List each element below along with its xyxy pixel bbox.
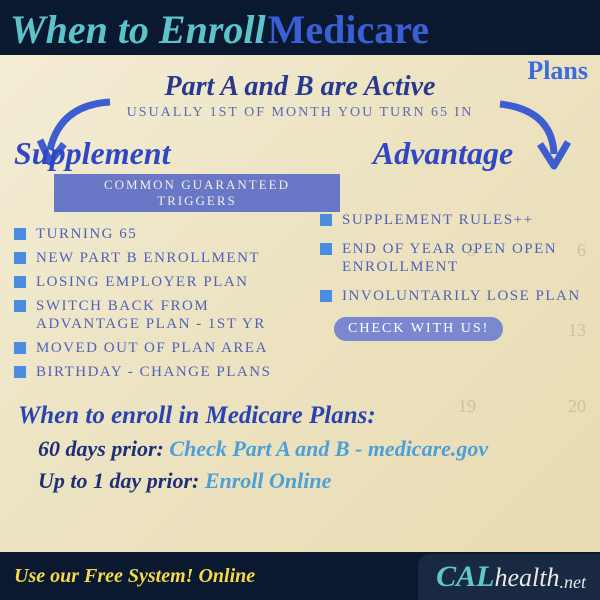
list-item: MOVED OUT OF PLAN AREA xyxy=(14,336,300,360)
list-item: END OF YEAR OPEN OPEN ENROLLMENT xyxy=(320,237,586,284)
list-item: NEW PART B ENROLLMENT xyxy=(14,246,300,270)
when-heading: When to enroll in Medicare Plans: xyxy=(18,402,582,430)
list-item: SUPPLEMENT RULES++ xyxy=(320,208,586,237)
logo-net: .net xyxy=(560,572,587,593)
sixty-days-lead: 60 days prior: xyxy=(38,436,169,461)
advantage-list: SUPPLEMENT RULES++ END OF YEAR OPEN OPEN… xyxy=(300,208,586,313)
check-with-us-badge: CHECK WITH US! xyxy=(334,317,503,341)
supplement-list: TURNING 65 NEW PART B ENROLLMENT LOSING … xyxy=(14,222,300,384)
header-title-2: Medicare xyxy=(268,6,429,53)
supplement-column: Supplement COMMON GUARANTEED TRIGGERS TU… xyxy=(14,135,300,384)
advantage-column: Advantage SUPPLEMENT RULES++ END OF YEAR… xyxy=(300,135,586,384)
logo-health: health xyxy=(495,563,560,593)
one-day-line: Up to 1 day prior: Enroll Online xyxy=(18,468,582,494)
one-day-lead: Up to 1 day prior: xyxy=(38,468,205,493)
logo-cal: CAL xyxy=(436,560,494,594)
advantage-title: Advantage xyxy=(300,135,586,172)
infographic-root: 5 6 12 13 19 20 When to Enroll Medicare … xyxy=(0,0,600,600)
list-item: BIRTHDAY - CHANGE PLANS xyxy=(14,360,300,384)
header-title-1: When to Enroll xyxy=(10,6,266,53)
bottom-section: When to enroll in Medicare Plans: 60 day… xyxy=(0,384,600,494)
supplement-title: Supplement xyxy=(14,135,300,172)
columns-wrap: Supplement COMMON GUARANTEED TRIGGERS TU… xyxy=(0,121,600,384)
footer-logo: CALhealth.net xyxy=(418,554,600,600)
footer-cta-text: Use our Free System! Online xyxy=(14,565,255,588)
calendar-bg-num: 19 xyxy=(458,396,476,417)
triggers-badge: COMMON GUARANTEED TRIGGERS xyxy=(54,174,340,212)
header-bar: When to Enroll Medicare xyxy=(0,0,600,55)
list-item: INVOLUNTARILY LOSE PLAN xyxy=(320,284,586,313)
footer-bar: Use our Free System! Online CALhealth.ne… xyxy=(0,552,600,600)
one-day-tail: Enroll Online xyxy=(205,468,332,493)
list-item: TURNING 65 xyxy=(14,222,300,246)
list-item: SWITCH BACK FROM ADVANTAGE PLAN - 1ST YR xyxy=(14,294,300,336)
calendar-bg-num: 20 xyxy=(568,396,586,417)
sixty-days-tail: Check Part A and B - medicare.gov xyxy=(169,436,488,461)
list-item: LOSING EMPLOYER PLAN xyxy=(14,270,300,294)
header-subtitle: Plans xyxy=(527,56,588,86)
sixty-days-line: 60 days prior: Check Part A and B - medi… xyxy=(18,436,582,462)
